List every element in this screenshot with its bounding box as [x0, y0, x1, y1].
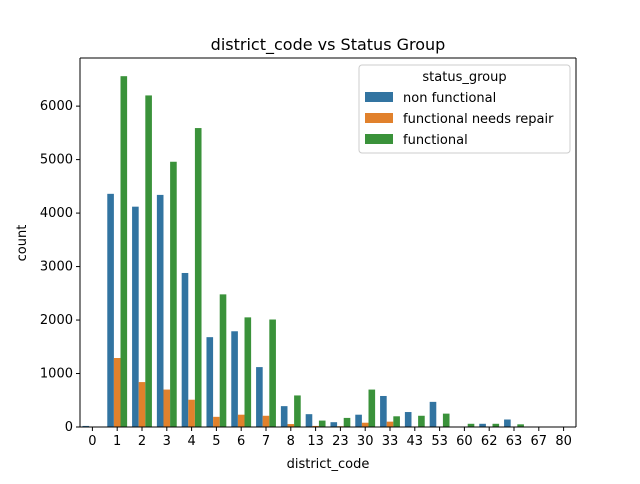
- bar-functional-needs-repair-6: [238, 415, 245, 427]
- x-tick-label-7: 7: [262, 434, 270, 449]
- x-tick-label-62: 62: [481, 434, 498, 449]
- x-tick-label-2: 2: [138, 434, 146, 449]
- x-tick-label-60: 60: [456, 434, 473, 449]
- bar-functional-needs-repair-2: [139, 382, 146, 427]
- bar-non-functional-8: [281, 406, 288, 427]
- y-tick-label-0: 0: [65, 420, 73, 435]
- bar-functional-6: [245, 317, 252, 427]
- bar-non-functional-1: [107, 194, 114, 427]
- bar-functional-3: [170, 162, 177, 427]
- bar-functional-needs-repair-5: [213, 417, 220, 427]
- bar-non-functional-63: [504, 420, 511, 427]
- x-tick-label-53: 53: [431, 434, 448, 449]
- bar-non-functional-30: [355, 415, 362, 427]
- bar-non-functional-23: [330, 422, 337, 427]
- y-tick-label-4000: 4000: [40, 206, 73, 221]
- bar-functional-4: [195, 128, 202, 427]
- bar-functional-43: [418, 416, 425, 427]
- legend-swatch-functional-needs-repair: [365, 113, 393, 123]
- bar-functional-23: [344, 418, 351, 427]
- y-tick-label-3000: 3000: [40, 260, 73, 275]
- bar-non-functional-53: [430, 402, 437, 427]
- bar-functional-needs-repair-7: [263, 416, 270, 427]
- x-tick-label-63: 63: [506, 434, 523, 449]
- x-tick-label-0: 0: [88, 434, 96, 449]
- y-tick-label-5000: 5000: [40, 153, 73, 168]
- x-tick-label-5: 5: [212, 434, 220, 449]
- x-tick-label-80: 80: [555, 434, 572, 449]
- y-axis-label: count: [15, 225, 30, 262]
- x-tick-label-33: 33: [382, 434, 399, 449]
- legend-label-functional: functional: [403, 133, 468, 148]
- bar-functional-33: [393, 416, 400, 427]
- x-tick-label-6: 6: [237, 434, 245, 449]
- x-tick-label-3: 3: [163, 434, 171, 449]
- bar-functional-1: [121, 76, 128, 427]
- bar-non-functional-43: [405, 412, 412, 427]
- x-tick-label-67: 67: [531, 434, 548, 449]
- y-tick-label-1000: 1000: [40, 367, 73, 382]
- legend-swatch-functional: [365, 134, 393, 144]
- x-tick-label-13: 13: [307, 434, 324, 449]
- legend-swatch-non-functional: [365, 92, 393, 102]
- bar-functional-needs-repair-4: [188, 400, 195, 427]
- bar-non-functional-3: [157, 195, 164, 427]
- bar-functional-13: [319, 421, 326, 427]
- bar-functional-needs-repair-1: [114, 358, 121, 427]
- bar-non-functional-2: [132, 207, 139, 427]
- x-axis-label: district_code: [287, 457, 370, 472]
- x-tick-label-1: 1: [113, 434, 121, 449]
- bar-non-functional-7: [256, 367, 263, 427]
- chart-title: district_code vs Status Group: [211, 35, 446, 55]
- legend-label-non-functional: non functional: [403, 91, 496, 106]
- legend-title: status_group: [422, 70, 506, 85]
- bar-functional-30: [369, 390, 376, 427]
- bar-functional-needs-repair-3: [163, 390, 170, 427]
- bar-non-functional-5: [206, 337, 213, 427]
- bar-functional-needs-repair-30: [362, 423, 369, 427]
- x-tick-label-30: 30: [357, 434, 374, 449]
- x-tick-label-23: 23: [332, 434, 349, 449]
- x-tick-label-43: 43: [407, 434, 424, 449]
- bar-non-functional-33: [380, 396, 387, 427]
- bar-functional-8: [294, 395, 301, 427]
- x-tick-label-8: 8: [287, 434, 295, 449]
- bar-functional-needs-repair-33: [387, 422, 394, 427]
- bar-functional-53: [443, 414, 450, 427]
- y-tick-label-2000: 2000: [40, 313, 73, 328]
- bar-functional-5: [220, 294, 227, 427]
- bar-non-functional-4: [182, 273, 189, 427]
- bar-functional-2: [145, 95, 152, 427]
- legend-label-functional-needs-repair: functional needs repair: [403, 112, 554, 127]
- y-tick-label-6000: 6000: [40, 99, 73, 114]
- bar-non-functional-13: [306, 414, 313, 427]
- bar-non-functional-6: [231, 331, 238, 427]
- x-tick-label-4: 4: [187, 434, 195, 449]
- bar-functional-7: [269, 320, 276, 427]
